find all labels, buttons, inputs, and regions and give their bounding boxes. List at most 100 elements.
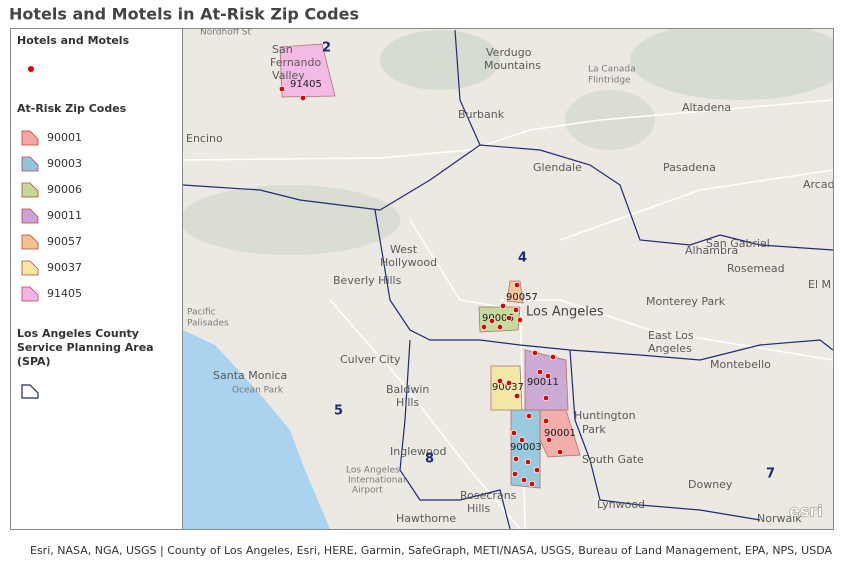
place-label: Baldwin <box>386 383 429 396</box>
zip-swatch <box>21 286 39 302</box>
zip-legend-label: 90011 <box>47 209 82 222</box>
place-label: Downey <box>688 478 733 491</box>
hotel-swatch <box>28 66 34 72</box>
place-label: Alhambra <box>685 244 738 257</box>
place-label: El M <box>808 278 831 291</box>
place-label: West <box>390 243 418 256</box>
legend-heading: At-Risk Zip Codes <box>17 102 127 115</box>
place-label: Santa Monica <box>213 369 287 382</box>
place-label: Pacific <box>187 308 216 318</box>
place-label: Hollywood <box>380 256 437 269</box>
place-label: Hills <box>396 396 419 409</box>
mountains <box>183 185 400 255</box>
place-label: International <box>348 476 405 486</box>
zip-legend-label: 90006 <box>47 183 82 196</box>
place-label: Verdugo <box>486 46 532 59</box>
title: Hotels and Motels in At-Risk Zip Codes <box>9 5 359 24</box>
place-label: Los Angeles <box>346 466 400 476</box>
place-label: Inglewood <box>390 445 446 458</box>
roads <box>183 99 833 529</box>
legend-heading: (SPA) <box>17 355 51 368</box>
place-label: San <box>272 43 293 56</box>
zip-legend: 90001 90003 90006 90011 90057 90037 91405 <box>21 130 82 302</box>
place-label: Encino <box>186 132 223 145</box>
mountains <box>380 30 500 90</box>
mountains <box>565 90 655 150</box>
place-label: East Los <box>648 329 694 342</box>
place-label: Fernando <box>270 56 321 69</box>
zip-label: 90006 <box>482 313 514 324</box>
zip-area <box>279 43 336 98</box>
zip-legend-label: 90003 <box>47 157 82 170</box>
spa-label: 7 <box>766 467 775 482</box>
place-label: Altadena <box>682 101 731 114</box>
place-label: Rosemead <box>727 262 785 275</box>
place-label: La Canada <box>588 65 636 75</box>
zip-legend-label: 90037 <box>47 261 82 274</box>
zip-swatch <box>21 156 39 172</box>
place-label: San Gabriel <box>706 237 770 250</box>
zip-label: 90003 <box>510 442 542 453</box>
place-label: South Gate <box>582 453 644 466</box>
spa-label: 4 <box>518 251 527 266</box>
legend-heading: Service Planning Area <box>17 341 154 354</box>
place-label: Park <box>582 423 606 436</box>
spa-label: 5 <box>334 404 343 419</box>
place-label: Palisades <box>187 319 229 329</box>
place-label: Burbank <box>458 108 505 121</box>
place-label: Flintridge <box>588 76 631 86</box>
place-label: Los Angeles <box>526 305 604 320</box>
zip-swatch <box>21 130 39 146</box>
place-label: Pasadena <box>663 161 716 174</box>
hotels <box>278 85 564 488</box>
place-label: Rosecrans <box>460 489 517 502</box>
mountains <box>630 29 833 100</box>
legend-heading: Hotels and Motels <box>17 34 130 47</box>
place-label: Montebello <box>710 358 771 371</box>
zip-swatch <box>21 182 39 198</box>
place-label: Culver City <box>340 353 401 366</box>
place-label: Glendale <box>533 161 582 174</box>
zip-area <box>524 349 569 411</box>
spa-boundaries <box>183 29 833 529</box>
zip-legend-label: 90057 <box>47 235 82 248</box>
zip-label: 90001 <box>544 428 576 439</box>
zip-legend-label: 91405 <box>47 287 82 300</box>
place-label: Monterey Park <box>646 295 726 308</box>
place-label: Valley <box>272 69 305 82</box>
place-label: Norwalk <box>757 512 802 525</box>
zip-swatch <box>21 260 39 276</box>
legend-panel <box>10 28 183 530</box>
place-label: Airport <box>352 486 383 496</box>
zip-legend-label: 90001 <box>47 131 82 144</box>
place-label: Angeles <box>648 342 692 355</box>
logo: esri <box>789 502 823 521</box>
map-frame <box>182 28 834 530</box>
place-label: Hawthorne <box>396 512 456 525</box>
place-label: Nordhoff St <box>200 28 251 38</box>
zip-label: 90011 <box>527 377 559 388</box>
spa-swatch <box>21 384 39 399</box>
place-label: Beverly Hills <box>333 274 402 287</box>
zip-label: 90037 <box>492 382 524 393</box>
place-label: Huntington <box>574 409 636 422</box>
legend-heading: Los Angeles County <box>17 327 139 340</box>
place-label: Arcad <box>803 178 835 191</box>
spa-label: 8 <box>425 452 434 467</box>
zip-area <box>478 306 521 333</box>
ocean <box>183 330 330 529</box>
zip-swatch <box>21 234 39 250</box>
zip-area <box>490 365 523 411</box>
spa-label: 2 <box>322 41 331 56</box>
attribution: Esri, NASA, NGA, USGS | County of Los An… <box>30 544 832 557</box>
place-label: Hills <box>467 502 490 515</box>
zip-label: 91405 <box>290 79 322 90</box>
place-label: Mountains <box>484 59 541 72</box>
place-label: Lynwood <box>597 498 645 511</box>
zip-label: 90057 <box>506 292 538 303</box>
place-label: Ocean Park <box>232 386 284 396</box>
zip-swatch <box>21 208 39 224</box>
